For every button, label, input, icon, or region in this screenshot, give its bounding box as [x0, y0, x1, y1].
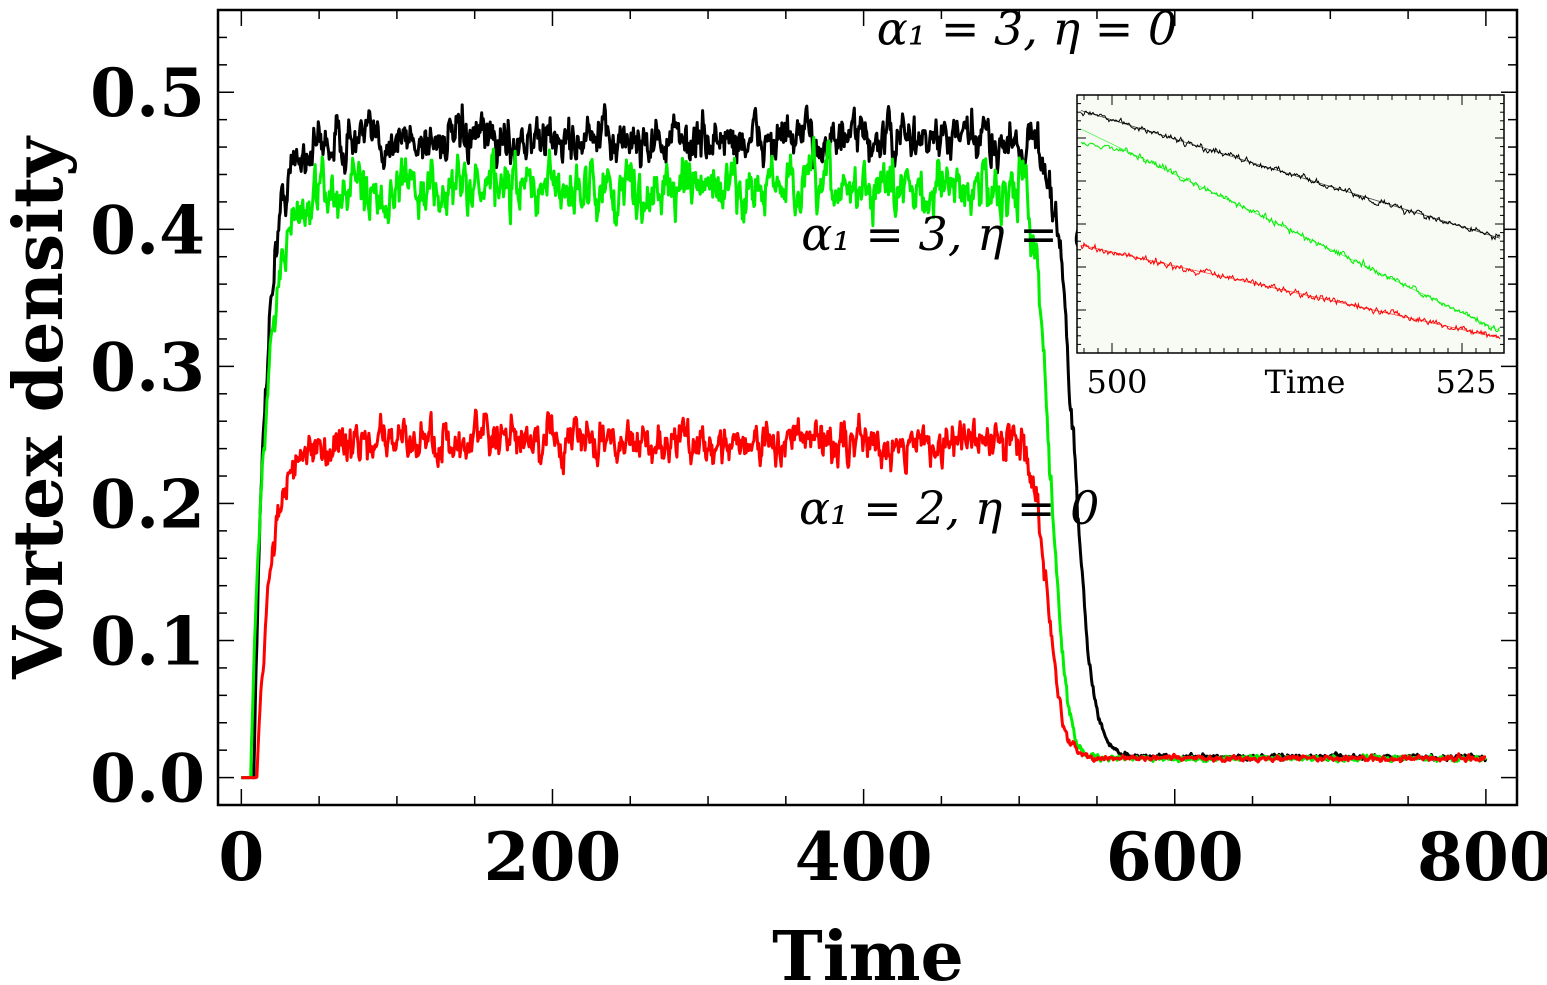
y-tick-label: 0.4 [90, 191, 205, 269]
inset-x-tick-500: 500 [1086, 363, 1147, 401]
inset-x-tick-525: 525 [1435, 363, 1496, 401]
inset-plot: 500 525 Time [1076, 94, 1505, 401]
x-tick-labels: 0 200 400 600 800 [218, 818, 1547, 896]
y-axis-title: Vortex density [0, 135, 79, 680]
inset-series-group [1080, 110, 1501, 340]
x-tick-label: 200 [484, 818, 622, 896]
inset-ticks [1077, 94, 1505, 354]
annotation-a3: α₁ = 2, η = 0 [799, 481, 1099, 535]
y-tick-label: 0.5 [90, 54, 205, 132]
y-tick-label: 0.3 [90, 328, 205, 406]
plot-frame [216, 8, 1519, 807]
x-tick-label: 800 [1417, 818, 1547, 896]
inset-frame [1076, 94, 1505, 354]
y-tick-label: 0.1 [90, 603, 205, 681]
main-series-group [240, 103, 1488, 780]
inset-series-line-0 [1080, 110, 1501, 241]
inset-series-line-1 [1080, 141, 1501, 333]
y-tick-labels: 0.0 0.1 0.2 0.3 0.4 0.5 [90, 54, 205, 817]
y-tick-label: 0.0 [90, 740, 205, 818]
x-axis-title: Time [772, 917, 964, 985]
x-tick-label: 0 [218, 818, 264, 896]
main-ticks [218, 10, 1517, 805]
x-tick-label: 600 [1106, 818, 1244, 896]
x-tick-label: 400 [795, 818, 933, 896]
series-line-2 [240, 408, 1487, 780]
inset-x-axis-title: Time [1265, 363, 1346, 401]
y-tick-label: 0.2 [90, 465, 205, 543]
inset-series-line-2 [1080, 241, 1501, 340]
annotation-a1: α₁ = 3, η = 0 [877, 1, 1177, 55]
inset-fit-line-2 [1080, 244, 1501, 339]
